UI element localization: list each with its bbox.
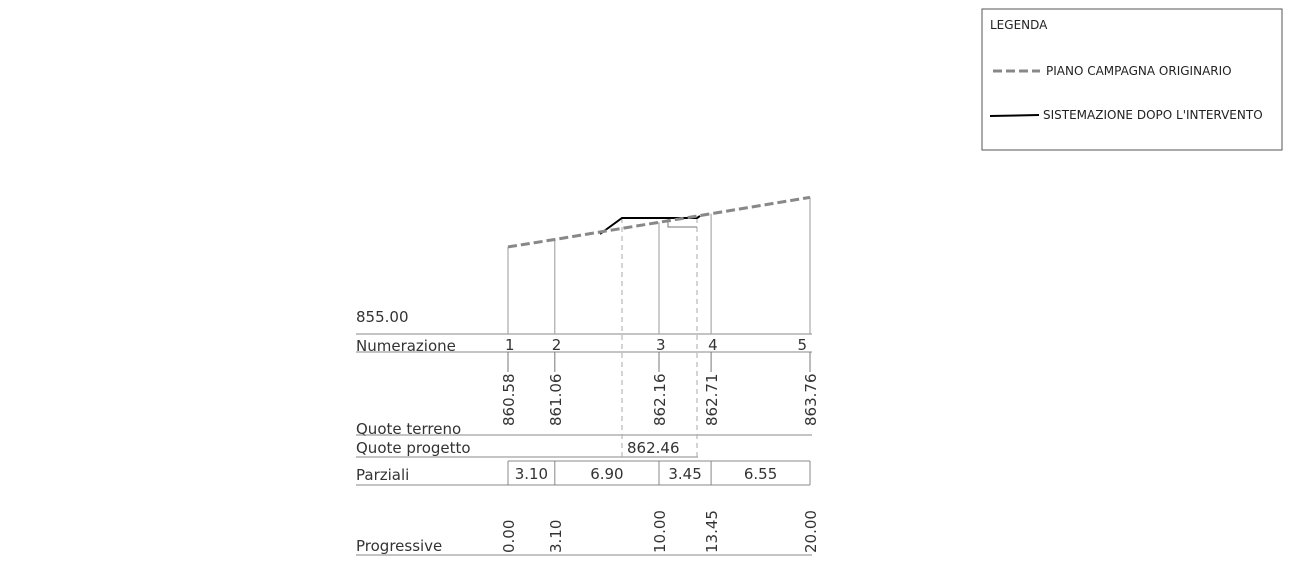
parziale: 6.55 <box>744 465 777 483</box>
legend-solid <box>989 114 1040 117</box>
legend-item: PIANO CAMPAGNA ORIGINARIO <box>1046 64 1232 78</box>
row-label: Progressive <box>356 537 442 555</box>
quota-terreno: 861.06 <box>547 374 565 427</box>
legend-item: SISTEMAZIONE DOPO L'INTERVENTO <box>1043 108 1263 122</box>
row-label: Quote progetto <box>356 439 471 457</box>
ground-line <box>507 195 811 249</box>
row-label: Parziali <box>356 466 409 484</box>
quota-terreno: 863.76 <box>802 374 820 427</box>
station-number: 4 <box>708 336 718 354</box>
progressiva: 3.10 <box>547 520 565 553</box>
quota-progetto: 862.46 <box>627 439 680 457</box>
station-number: 5 <box>797 336 807 354</box>
progressiva: 10.00 <box>651 510 669 553</box>
quota-terreno: 862.71 <box>703 374 721 427</box>
station-number: 2 <box>552 336 562 354</box>
progressiva: 20.00 <box>802 510 820 553</box>
progressiva: 0.00 <box>500 520 518 553</box>
legend-box <box>981 8 1283 151</box>
quota-terreno: 862.16 <box>651 374 669 427</box>
row-label: Quote terreno <box>356 420 461 438</box>
design-line <box>599 215 701 235</box>
parziale: 6.90 <box>590 465 623 483</box>
station-number: 3 <box>656 336 666 354</box>
legend-title: LEGENDA <box>990 18 1048 32</box>
progressiva: 13.45 <box>703 510 721 553</box>
row-label: Numerazione <box>356 337 456 355</box>
station-number: 1 <box>505 336 515 354</box>
parziale: 3.10 <box>515 465 548 483</box>
dashed-verticals <box>621 218 698 457</box>
datum: 855.00 <box>356 308 409 326</box>
parziale: 3.45 <box>668 465 701 483</box>
quota-terreno: 860.58 <box>500 374 518 427</box>
